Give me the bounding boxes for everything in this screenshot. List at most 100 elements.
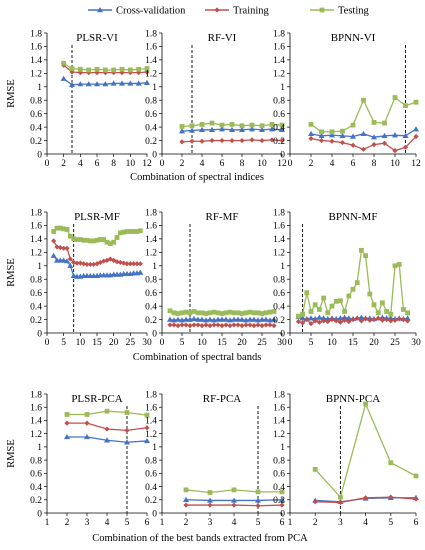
data-point-training bbox=[199, 138, 205, 144]
data-point-testing bbox=[255, 310, 261, 316]
data-point-testing bbox=[401, 307, 406, 312]
data-point-training bbox=[179, 139, 185, 145]
data-point-testing bbox=[183, 309, 189, 315]
data-point-testing bbox=[325, 310, 331, 316]
x-tick-label: 4 bbox=[105, 518, 110, 528]
data-point-cross-validation bbox=[84, 433, 90, 440]
y-tick-label: 0.2 bbox=[145, 496, 157, 506]
y-tick-label: 1.8 bbox=[30, 29, 42, 39]
x-tick-label: 10 bbox=[390, 159, 400, 169]
data-point-cross-validation bbox=[381, 132, 388, 139]
data-point-training bbox=[215, 322, 221, 328]
data-point-training bbox=[239, 137, 245, 144]
data-point-cross-validation bbox=[413, 126, 419, 132]
data-point-testing bbox=[259, 311, 265, 316]
data-point-training bbox=[107, 256, 113, 262]
data-point-testing bbox=[67, 233, 73, 239]
data-point-training bbox=[381, 140, 388, 146]
data-point-training bbox=[337, 319, 343, 325]
panel-title: RF-VI bbox=[208, 32, 237, 44]
data-point-cross-validation bbox=[137, 269, 144, 275]
data-point-testing bbox=[74, 237, 80, 242]
y-tick-label: 0.6 bbox=[30, 110, 42, 120]
y-tick-label: 1.6 bbox=[273, 222, 285, 232]
data-point-training bbox=[316, 319, 322, 325]
y-tick-label: 0.4 bbox=[145, 483, 157, 493]
y-tick-label: 0.4 bbox=[273, 302, 285, 312]
data-point-testing bbox=[104, 408, 110, 414]
y-tick-label: 1.4 bbox=[273, 417, 285, 427]
x-tick-label: 6 bbox=[351, 159, 356, 169]
data-point-testing bbox=[363, 401, 368, 407]
data-point-testing bbox=[94, 66, 100, 72]
data-point-training bbox=[375, 315, 381, 321]
data-point-testing bbox=[121, 229, 127, 235]
x-tick-label: 30 bbox=[277, 338, 287, 348]
data-point-training bbox=[81, 261, 87, 267]
data-point-testing bbox=[340, 128, 345, 134]
data-point-training bbox=[199, 323, 205, 329]
data-point-training bbox=[337, 499, 343, 506]
data-point-testing bbox=[71, 236, 77, 242]
data-point-testing bbox=[211, 309, 217, 315]
y-tick-label: 1 bbox=[37, 262, 42, 272]
data-point-training bbox=[267, 322, 273, 328]
data-point-testing bbox=[199, 310, 205, 316]
data-point-cross-validation bbox=[318, 132, 325, 139]
data-point-testing bbox=[350, 286, 356, 292]
data-point-cross-validation bbox=[110, 80, 117, 86]
x-tick-label: 5 bbox=[256, 518, 261, 528]
y-tick-label: 1.6 bbox=[30, 43, 42, 53]
y-tick-label: 1.6 bbox=[273, 404, 285, 414]
x-tick-label: 0 bbox=[45, 338, 50, 348]
data-point-cross-validation bbox=[263, 316, 269, 322]
data-point-testing bbox=[171, 310, 177, 316]
data-point-cross-validation bbox=[239, 316, 245, 322]
data-point-training bbox=[167, 322, 173, 328]
y-tick-label: 0.8 bbox=[273, 276, 285, 286]
x-tick-label: 1 bbox=[45, 518, 50, 528]
y-tick-label: 0.4 bbox=[30, 483, 42, 493]
x-tick-label: 6 bbox=[145, 518, 150, 528]
data-point-training bbox=[124, 261, 130, 267]
panel-bpnn-mf: 0 0.2 0.4 0.6 0.8 1 1.2 1.4 1.6 1.8 0 5 10 15 20 25 30 BP… bbox=[273, 208, 421, 348]
data-point-cross-validation bbox=[179, 128, 185, 134]
data-point-testing bbox=[388, 460, 394, 466]
x-tick-label: 5 bbox=[180, 338, 185, 348]
data-point-training bbox=[144, 425, 150, 431]
data-point-testing bbox=[384, 309, 389, 314]
data-point-testing bbox=[317, 307, 322, 312]
y-tick-label: 0 bbox=[280, 329, 285, 339]
y-tick-label: 0.6 bbox=[145, 289, 157, 299]
data-point-training bbox=[227, 323, 233, 329]
data-point-testing bbox=[183, 487, 189, 493]
data-point-training bbox=[363, 495, 369, 501]
chart-panels: 00.20.40.60.811.21.41.61.80 2 4 6 8 10 12PLSR-… bbox=[6, 29, 421, 528]
data-point-training bbox=[360, 146, 367, 152]
x-tick-label: 5 bbox=[125, 518, 130, 528]
y-tick-label: 0.4 bbox=[145, 302, 157, 312]
data-point-training bbox=[111, 257, 117, 263]
data-point-testing bbox=[312, 466, 318, 472]
data-point-training bbox=[325, 318, 331, 325]
data-point-testing bbox=[346, 293, 352, 299]
data-point-training bbox=[195, 322, 201, 328]
data-point-training bbox=[209, 137, 215, 144]
y-tick-label: 1 bbox=[152, 83, 157, 93]
data-point-training bbox=[207, 323, 213, 329]
data-point-cross-validation bbox=[207, 316, 213, 322]
x-tick-label: 10 bbox=[197, 338, 207, 348]
data-point-testing bbox=[312, 302, 318, 308]
y-tick-label: 1 bbox=[280, 83, 285, 93]
x-tick-label: 6 bbox=[414, 518, 419, 528]
data-point-training bbox=[333, 318, 339, 324]
panel-title: RF-MF bbox=[205, 211, 238, 223]
x-tick-label: 30 bbox=[411, 338, 421, 348]
y-tick-label: 1.8 bbox=[273, 208, 285, 218]
x-tick-label: 12 bbox=[277, 159, 287, 169]
data-point-cross-validation bbox=[379, 314, 386, 320]
data-point-training bbox=[223, 322, 229, 328]
data-point-training bbox=[231, 322, 237, 328]
data-point-training bbox=[243, 322, 249, 328]
